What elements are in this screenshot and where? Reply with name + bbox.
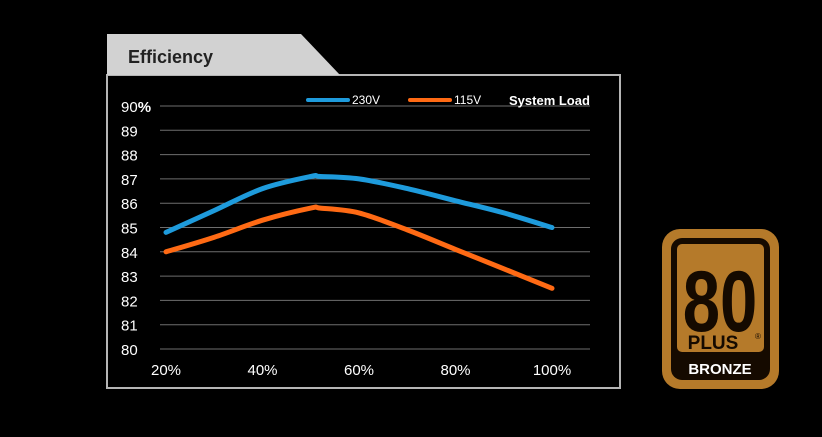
grid bbox=[160, 105, 590, 350]
y-tick-label: 84 bbox=[121, 245, 138, 262]
series-line-230v bbox=[163, 172, 555, 235]
80-plus-bronze-badge: 80 PLUS ® BRONZE bbox=[662, 229, 779, 389]
x-tick-label: 80% bbox=[440, 362, 470, 379]
y-axis-ticks: 90% 89 88 87 86 85 84 83 82 81 80 bbox=[121, 99, 151, 359]
y-tick-label: 89 bbox=[121, 123, 138, 140]
badge-number: 80 bbox=[683, 254, 758, 350]
y-unit-label: % bbox=[138, 99, 151, 116]
y-tick-label: 85 bbox=[121, 221, 138, 238]
y-tick-label: 88 bbox=[121, 148, 138, 165]
x-tick-label: 20% bbox=[151, 362, 181, 379]
title-tab bbox=[107, 34, 340, 75]
x-tick-label: 40% bbox=[247, 362, 277, 379]
legend: 230V 115V System Load bbox=[306, 93, 590, 108]
legend-label-115v: 115V bbox=[454, 93, 481, 107]
y-tick-label: 90% bbox=[121, 99, 151, 116]
badge-plus: PLUS bbox=[688, 333, 739, 354]
y-tick-label: 83 bbox=[121, 269, 138, 286]
chart-panel bbox=[106, 74, 621, 389]
series-line-115v bbox=[163, 204, 555, 291]
x-tick-label: 60% bbox=[344, 362, 374, 379]
y-tick-label: 81 bbox=[121, 318, 138, 335]
legend-label-230v: 230V bbox=[352, 93, 380, 107]
y-tick-label: 87 bbox=[121, 172, 138, 189]
series-lines bbox=[163, 172, 555, 291]
badge-registered-mark: ® bbox=[755, 332, 761, 341]
y-tick-label: 80 bbox=[121, 342, 138, 359]
y-tick-label: 82 bbox=[121, 293, 138, 310]
x-tick-label: 100% bbox=[533, 362, 571, 379]
badge-tier: BRONZE bbox=[688, 361, 751, 378]
y-tick-label: 86 bbox=[121, 196, 138, 213]
legend-title: System Load bbox=[509, 93, 590, 108]
x-axis-ticks: 20% 40% 60% 80% 100% bbox=[151, 362, 571, 379]
chart-title: Efficiency bbox=[128, 47, 213, 67]
